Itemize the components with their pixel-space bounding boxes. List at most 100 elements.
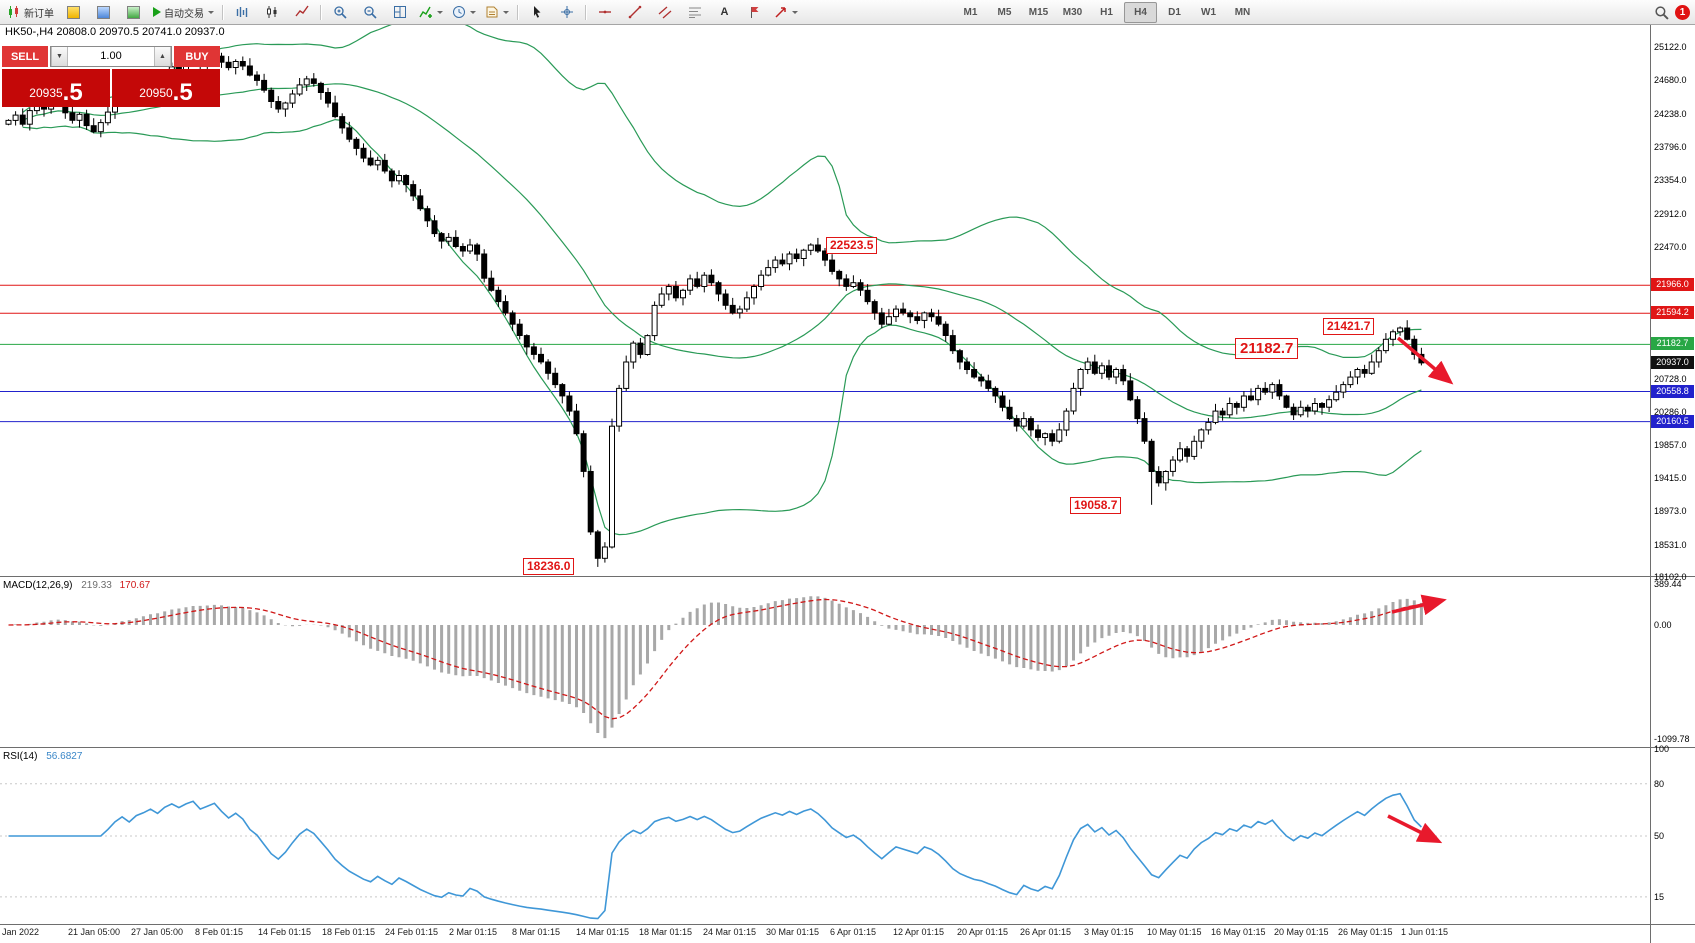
tile-windows-button[interactable]	[385, 2, 414, 23]
one-click-trade-panel: SELL ▼ 1.00 ▲ BUY 20935 .5 20950 .5	[2, 46, 220, 107]
sell-button[interactable]: SELL	[2, 46, 48, 67]
buy-button[interactable]: BUY	[174, 46, 220, 67]
bar-chart-button[interactable]	[227, 2, 256, 23]
price-annotation[interactable]: 18236.0	[523, 558, 575, 575]
rsi-label: RSI(14)	[3, 751, 38, 762]
price-annotation[interactable]: 21421.7	[1323, 318, 1375, 335]
time-axis-label: 14 Feb 01:15	[258, 927, 312, 937]
time-axis-label: 20 Apr 01:15	[957, 927, 1009, 937]
buy-price: 20950	[139, 86, 173, 100]
timeframe-m1[interactable]: M1	[963, 6, 978, 18]
sell-price-fraction: .5	[62, 79, 83, 106]
toolbar: 新订单 自动交易 A M1 M5 M15 M30 H1 H4 D1 W1 MN	[0, 0, 1695, 25]
price-level-badge[interactable]: 21594.2	[1651, 306, 1694, 319]
channel-icon	[658, 6, 671, 19]
rsi-value: 56.6827	[46, 751, 83, 762]
volume-input[interactable]: 1.00	[68, 47, 154, 66]
timeframe-w1[interactable]: W1	[1201, 6, 1216, 18]
volume-box: ▼ 1.00 ▲	[50, 46, 172, 67]
time-axis-label: 1 Jun 01:15	[1401, 927, 1449, 937]
time-axis-label: 14 Mar 01:15	[576, 927, 630, 937]
timeframes-clock-icon	[453, 6, 465, 18]
horizontal-line-button[interactable]	[590, 2, 619, 23]
time-axis-separator	[0, 924, 1695, 925]
price-annotation[interactable]: 22523.5	[826, 237, 878, 254]
sell-price-box[interactable]: 20935 .5	[2, 69, 110, 107]
data-window-button[interactable]	[89, 2, 118, 23]
toolbar-separator	[585, 4, 586, 20]
navigator-button[interactable]	[119, 2, 148, 23]
toolbar-separator	[222, 4, 223, 20]
templates-button[interactable]	[481, 2, 513, 23]
cursor-icon	[533, 6, 540, 18]
line-chart-icon	[294, 5, 309, 17]
macd-axis-label: 0.00	[1654, 620, 1672, 630]
price-annotation[interactable]: 21182.7	[1235, 338, 1299, 359]
indicators-button[interactable]	[415, 2, 447, 23]
channel-button[interactable]	[650, 2, 679, 23]
timeframe-h4[interactable]: H4	[1124, 1, 1157, 23]
search-icon[interactable]	[1654, 5, 1669, 20]
timeframe-h1[interactable]: H1	[1100, 6, 1113, 18]
time-axis-label: 18 Mar 01:15	[639, 927, 693, 937]
chevron-down-icon	[792, 10, 798, 14]
price-level-badge[interactable]: 20160.5	[1651, 415, 1694, 428]
panel-separator[interactable]	[0, 576, 1695, 577]
price-tick: 23354.0	[1654, 175, 1687, 185]
buy-price-fraction: .5	[172, 79, 193, 106]
templates-icon	[486, 6, 498, 18]
volume-down-button[interactable]: ▼	[51, 47, 68, 66]
volume-up-button[interactable]: ▲	[154, 47, 171, 66]
label-tool-button[interactable]	[740, 2, 769, 23]
price-level-badge[interactable]: 20558.8	[1651, 385, 1694, 398]
trend-arrows	[1387, 336, 1454, 844]
toolbar-separator	[517, 4, 518, 20]
price-tick: 20728.0	[1654, 374, 1687, 384]
rsi-axis-label: 80	[1654, 779, 1665, 789]
time-axis-label: 12 Apr 01:15	[893, 927, 945, 937]
current-price-badge: 20937.0	[1651, 356, 1694, 369]
arrow-tool-icon	[775, 7, 786, 18]
panel-separator[interactable]	[0, 747, 1695, 748]
text-tool-button[interactable]: A	[710, 2, 739, 23]
price-annotation[interactable]: 19058.7	[1070, 497, 1122, 514]
autotrade-play-icon	[153, 7, 161, 17]
chevron-down-icon	[208, 10, 214, 14]
candlestick-chart-button[interactable]	[257, 2, 286, 23]
chart-ohlc-header: HK50-,H4 20808.0 20970.5 20741.0 20937.0	[5, 26, 225, 38]
timeframes-button[interactable]	[448, 2, 480, 23]
market-watch-button[interactable]	[59, 2, 88, 23]
timeframe-m30[interactable]: M30	[1062, 6, 1083, 18]
notification-badge[interactable]: 1	[1675, 4, 1690, 20]
zoom-in-button[interactable]	[325, 2, 354, 23]
macd-axis-label: 389.44	[1654, 579, 1682, 589]
timeframe-group: M1 M5 M15 M30 H1 H4 D1 W1 MN	[954, 1, 1259, 23]
macd-signal-value: 170.67	[119, 580, 151, 591]
price-tick: 18973.0	[1654, 506, 1687, 516]
fibonacci-button[interactable]	[680, 2, 709, 23]
time-axis-label: 20 May 01:15	[1274, 927, 1329, 937]
zoom-out-button[interactable]	[355, 2, 384, 23]
rsi-axis-label: 100	[1654, 744, 1670, 754]
crosshair-button[interactable]	[552, 2, 581, 23]
timeframe-m5[interactable]: M5	[997, 6, 1012, 18]
price-level-badge[interactable]: 21966.0	[1651, 278, 1694, 291]
price-axis-border	[1650, 22, 1651, 943]
cursor-button[interactable]	[522, 2, 551, 23]
line-chart-button[interactable]	[287, 2, 316, 23]
price-tick: 24680.0	[1654, 75, 1687, 85]
new-order-button[interactable]: 新订单	[3, 2, 58, 23]
trendline-button[interactable]	[620, 2, 649, 23]
arrows-tool-button[interactable]	[770, 2, 802, 23]
timeframe-m15[interactable]: M15	[1028, 6, 1049, 18]
timeframe-mn[interactable]: MN	[1234, 6, 1251, 18]
buy-price-box[interactable]: 20950 .5	[112, 69, 220, 107]
autotrade-button[interactable]: 自动交易	[149, 2, 218, 23]
bar-chart-icon	[236, 7, 247, 17]
price-tick: 23796.0	[1654, 142, 1687, 152]
price-level-badge[interactable]: 21182.7	[1651, 337, 1694, 350]
timeframe-d1[interactable]: D1	[1168, 6, 1181, 18]
toolbar-separator	[320, 4, 321, 20]
price-tick: 22470.0	[1654, 242, 1687, 252]
